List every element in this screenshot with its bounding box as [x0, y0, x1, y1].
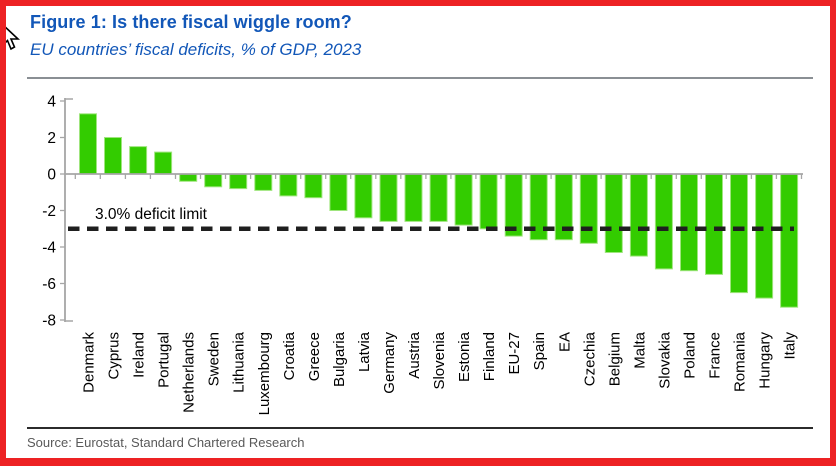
- figure-title: Figure 1: Is there fiscal wiggle room?: [30, 12, 352, 32]
- category-label: Greece: [306, 332, 323, 381]
- deficit-limit-label: 3.0% deficit limit: [95, 206, 208, 223]
- y-tick-label: -8: [42, 313, 56, 330]
- y-tick-label: -6: [42, 276, 56, 293]
- bar: [579, 173, 598, 244]
- footer-divider: [27, 427, 813, 429]
- bar: [379, 173, 398, 222]
- bar: [705, 173, 723, 275]
- bar: [354, 173, 373, 219]
- category-label: Lithuania: [231, 331, 248, 393]
- category-label: Spain: [531, 332, 548, 370]
- bar: [304, 173, 323, 199]
- category-label: Ireland: [131, 332, 148, 378]
- category-label: Italy: [782, 332, 799, 360]
- category-label: Slovakia: [656, 331, 673, 388]
- bar: [479, 173, 498, 230]
- bar: [654, 173, 673, 270]
- category-label: Czechia: [581, 331, 598, 386]
- category-label: Latvia: [356, 331, 373, 372]
- category-label: Estonia: [456, 331, 473, 382]
- y-tick-label: 4: [47, 94, 56, 111]
- category-label: Romania: [732, 331, 749, 392]
- category-label: Netherlands: [181, 332, 198, 413]
- category-label: Slovenia: [431, 331, 448, 389]
- category-label: Hungary: [757, 332, 774, 389]
- category-label: Sweden: [206, 332, 223, 386]
- category-label: Belgium: [606, 332, 623, 386]
- figure-subtitle: EU countries’ fiscal deficits, % of GDP,…: [30, 40, 362, 59]
- category-label: Germany: [381, 332, 398, 394]
- bar: [154, 151, 173, 175]
- bar: [780, 173, 799, 308]
- category-label: Malta: [631, 331, 648, 368]
- category-label: Austria: [406, 331, 423, 378]
- y-tick-label: 0: [47, 167, 56, 184]
- bar: [629, 173, 648, 257]
- category-label: Portugal: [156, 332, 173, 388]
- bar: [279, 173, 298, 197]
- bar: [79, 113, 97, 175]
- category-label: Croatia: [281, 331, 298, 380]
- category-label: EA: [556, 332, 573, 352]
- category-label: Bulgaria: [331, 331, 348, 387]
- y-tick-label: -2: [42, 203, 56, 220]
- category-label: Denmark: [81, 332, 98, 393]
- bar: [129, 146, 148, 175]
- bar-chart: 4 2 0 -2 -4 -6 -8 3.0% deficit limit Denmark Cypr…: [42, 94, 803, 415]
- header-divider: [27, 77, 813, 79]
- category-label: Luxembourg: [256, 332, 273, 415]
- bar: [254, 173, 273, 191]
- bar: [204, 173, 223, 188]
- source-text: Source: Eurostat, Standard Chartered Res…: [27, 435, 305, 450]
- bar: [429, 173, 448, 222]
- bar: [680, 173, 698, 272]
- bar: [404, 173, 423, 222]
- category-label: Finland: [481, 332, 498, 381]
- y-tick-label: 2: [47, 130, 56, 147]
- y-tick-label: -4: [42, 240, 56, 257]
- cursor-icon: [6, 26, 21, 51]
- bar: [229, 173, 248, 190]
- bar: [730, 173, 748, 294]
- bar: [454, 173, 473, 226]
- bar: [104, 137, 122, 175]
- category-label: Poland: [681, 332, 698, 379]
- bar: [604, 173, 623, 253]
- bar: [755, 173, 774, 299]
- bar: [329, 173, 348, 211]
- category-label: Cyprus: [106, 332, 123, 380]
- category-label: France: [707, 332, 724, 379]
- category-label: EU-27: [506, 332, 523, 375]
- bar: [179, 173, 198, 182]
